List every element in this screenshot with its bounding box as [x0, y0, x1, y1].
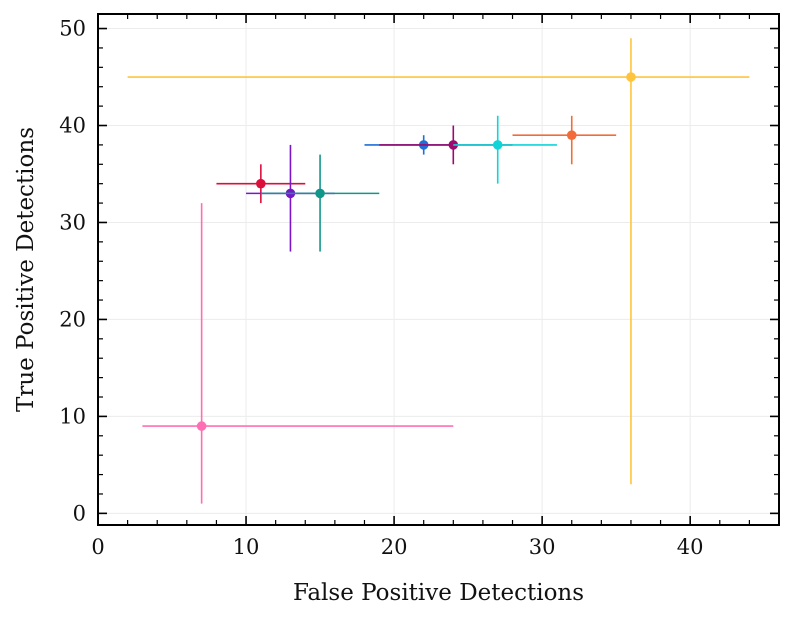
data-point-group [246, 144, 335, 252]
data-point-group [127, 38, 750, 485]
data-point [492, 140, 503, 150]
data-point-group [512, 115, 617, 165]
plot-frame [97, 13, 780, 526]
y-tick-label: 20 [59, 307, 86, 331]
y-tick-labels: 0 10 20 30 40 50 [59, 17, 86, 526]
y-tick-label: 50 [59, 17, 86, 41]
x-tick-label: 30 [529, 535, 556, 559]
x-tick-labels: 0 10 20 30 40 [91, 535, 703, 559]
y-tick-label: 40 [59, 114, 86, 138]
data-point-group [142, 203, 454, 504]
data-point-group [260, 154, 380, 252]
y-tick-label: 0 [73, 501, 86, 525]
x-axis-label: False Positive Detections [293, 580, 584, 606]
data-point [256, 178, 266, 189]
axis-ticks [97, 14, 780, 525]
y-axis-label: True Positive Detections [13, 127, 39, 412]
y-tick-label: 30 [59, 210, 86, 234]
x-tick-label: 20 [381, 535, 408, 559]
x-tick-label: 10 [233, 535, 260, 559]
y-tick-label: 10 [59, 404, 86, 428]
data-point [566, 130, 577, 141]
data-point [196, 421, 207, 431]
data-point [626, 72, 636, 82]
x-tick-label: 40 [677, 535, 704, 559]
data-series [127, 38, 750, 504]
data-point [315, 188, 325, 199]
x-tick-label: 0 [91, 535, 104, 559]
data-point-group [453, 115, 557, 184]
grid [97, 14, 779, 525]
